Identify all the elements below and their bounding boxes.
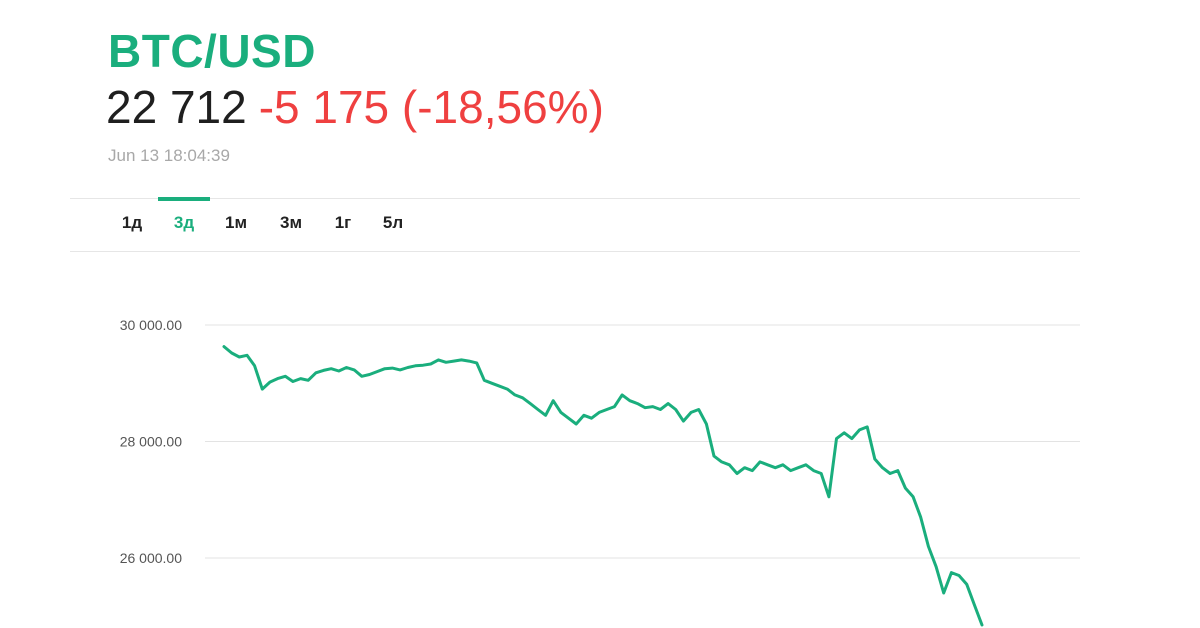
tab-1m[interactable]: 1м — [224, 213, 248, 232]
price-series-line — [222, 345, 984, 627]
y-tick-label: 28 000.00 — [120, 434, 182, 450]
price-row: 22 712 -5 175 (-18,56%) — [106, 80, 604, 134]
timestamp: Jun 13 18:04:39 — [108, 146, 230, 165]
current-price: 22 712 — [106, 81, 247, 133]
active-tab-indicator — [158, 197, 210, 201]
y-tick-label: 26 000.00 — [120, 550, 182, 566]
timeframe-tabs: 1д 3д 1м 3м 1г 5л — [70, 197, 1080, 252]
tab-1d[interactable]: 1д — [121, 213, 143, 232]
tab-1y[interactable]: 1г — [334, 213, 352, 232]
y-tick-label: 30 000.00 — [120, 317, 182, 333]
pair-title: BTC/USD — [108, 25, 316, 77]
tab-5y[interactable]: 5л — [382, 213, 404, 232]
price-change: -5 175 (-18,56%) — [258, 81, 604, 133]
tab-3d[interactable]: 3д — [173, 213, 195, 232]
tab-3m[interactable]: 3м — [279, 213, 303, 232]
